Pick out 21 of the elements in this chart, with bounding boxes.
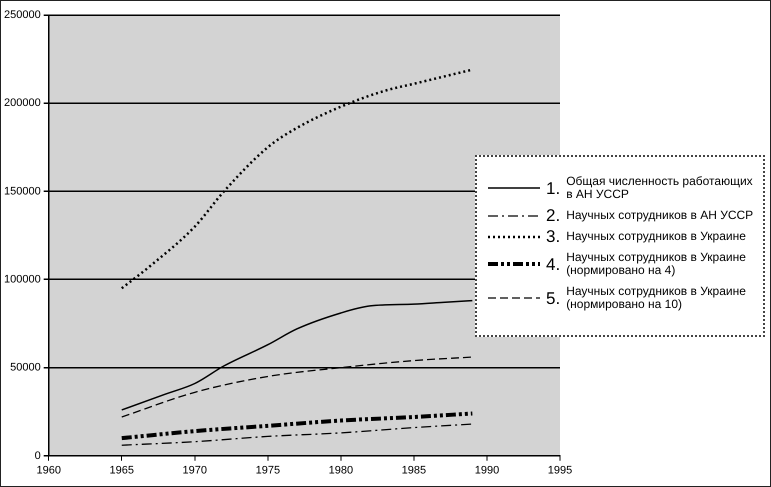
x-tick-label: 1990 (474, 464, 500, 476)
y-tick-label: 0 (34, 450, 41, 462)
x-tick-label: 1965 (110, 464, 134, 476)
legend-label: 3. Научных сотрудников в Украине (546, 227, 747, 246)
y-tick-label: 250000 (4, 9, 41, 22)
x-tick-label: 1975 (256, 464, 280, 476)
legend-label: 2. Научных сотрудников в АН УССР (546, 206, 754, 225)
y-tick-label: 150000 (4, 185, 41, 198)
legend-label: 5. Научных сотрудников в Украине (нормировано на 10) (546, 284, 747, 311)
legend-label: 1. Общая численность работающих в АН УССР (546, 174, 754, 201)
y-tick-label: 100000 (4, 274, 41, 286)
x-tick-label: 1960 (36, 464, 61, 476)
x-tick-label: 1970 (182, 464, 208, 476)
y-tick-label: 200000 (4, 97, 41, 110)
line-series (120, 411, 474, 440)
x-tick-label: 1995 (548, 464, 572, 476)
legend-label: 4. Научных сотрудников в Украине (нормировано на 4) (546, 250, 747, 277)
x-tick-label: 1980 (328, 464, 354, 476)
y-tick-label: 50000 (10, 362, 41, 374)
x-tick-label: 1985 (402, 464, 426, 476)
line-series (121, 423, 473, 446)
